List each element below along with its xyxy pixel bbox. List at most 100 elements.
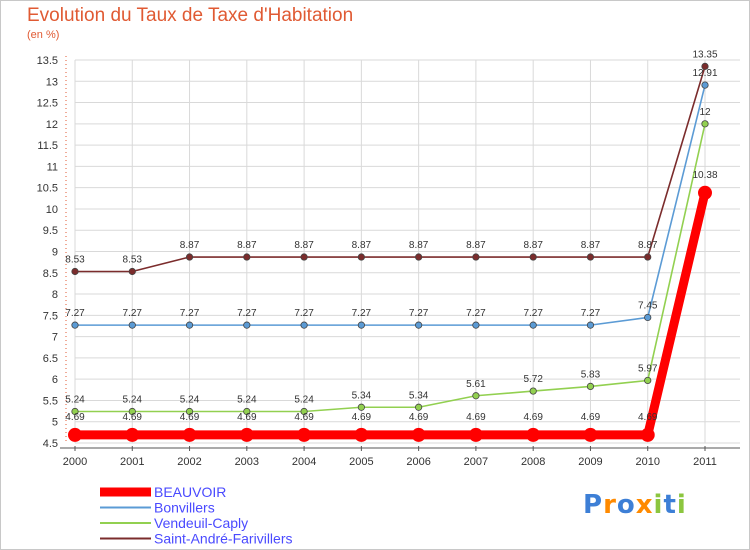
legend-entry: BEAUVOIR [154,484,226,500]
y-tick-label: 9.5 [43,225,58,237]
x-tick-label: 2010 [635,456,659,468]
data-point [701,120,709,128]
data-point [182,427,197,442]
data-point [586,321,595,329]
data-label: 5.24 [123,395,143,406]
data-point [415,321,423,329]
data-point [185,407,194,416]
axes: 4.5 5 5.5 6 6.5 7 7.5 8 8.5 9 9.5 10 10.5 11 11.5 12 12.… [37,55,740,468]
y-tick-label: 8 [52,289,58,301]
series-bonvillers [71,81,709,329]
data-point [185,253,194,261]
y-tick-label: 5.5 [43,395,58,407]
data-point [300,407,308,416]
data-point [411,427,426,442]
data-point [128,407,136,416]
y-tick-label: 6 [52,374,58,386]
data-label: 4.69 [523,412,543,423]
logo-letter: r [603,490,617,520]
data-point [644,376,652,385]
x-tick-label: 2003 [235,456,259,468]
data-point [68,427,82,442]
data-label: 8.53 [123,255,143,266]
data-point [128,321,136,329]
y-tick-label: 10.5 [37,183,58,195]
data-label: 7.27 [523,308,543,319]
data-point [239,427,254,442]
logo-letter: x [635,490,654,520]
x-tick-label: 2009 [578,456,602,468]
data-label: 5.34 [409,390,429,401]
x-tick-label: 2011 [693,456,717,468]
data-label: 7.27 [581,308,601,319]
x-tick-label: 2005 [349,456,373,468]
y-tick-label: 10 [46,204,58,216]
data-label: 4.69 [352,412,372,423]
data-label: 7.27 [294,308,314,319]
legend-entry: Bonvillers [154,500,215,516]
data-label: 13.35 [692,49,717,60]
data-point [300,321,308,329]
y-tick-label: 9 [52,247,58,259]
data-label: 12 [699,107,711,118]
data-point [300,253,308,261]
y-tick-label: 13 [46,76,58,88]
data-label: 7.27 [409,308,429,319]
y-tick-label: 11.5 [37,140,58,152]
y-tick-label: 7 [52,332,58,344]
data-point [644,313,652,322]
data-label: 7.27 [180,308,200,319]
data-label: 10.38 [692,170,717,181]
data-point [71,267,79,276]
legend-entry: Vendeuil-Caply [154,515,248,531]
grid [74,59,740,444]
data-point [472,321,480,329]
data-label: 8.87 [294,240,314,251]
data-point [586,382,595,391]
y-tick-label: 11 [47,161,58,173]
data-label: 8.87 [409,240,429,251]
logo-letter: P [583,490,604,520]
data-label: 7.27 [123,308,143,319]
data-point [644,253,652,261]
data-label: 7.27 [352,308,372,319]
data-point [71,321,79,329]
data-label: 5.24 [180,395,200,406]
data-label: 8.87 [466,240,486,251]
y-tick-label: 13.5 [37,55,58,67]
proxiti-logo: Proxiti [583,490,687,520]
data-label: 4.69 [237,412,257,423]
data-point [415,403,423,411]
series-saint-andr-farivillers [71,62,709,276]
data-point [415,253,423,261]
chart-title: Evolution du Taux de Taxe d'Habitation [27,5,354,26]
x-tick-label: 2000 [63,456,87,468]
data-label: 5.61 [466,379,486,390]
data-point [125,427,140,442]
series-beauvoir [68,185,712,442]
data-label: 8.53 [65,255,85,266]
data-label: 7.45 [638,300,658,311]
data-point [354,427,369,442]
data-label: 5.24 [294,395,314,406]
data-point [640,427,655,442]
data-point [128,267,136,276]
data-point [529,253,537,261]
data-point [185,321,194,329]
data-label: 4.69 [180,412,200,423]
y-tick-label: 5 [52,417,58,429]
data-point [357,253,365,261]
logo-letter: o [616,490,636,520]
logo-letter: t [663,490,677,520]
data-label: 5.72 [523,374,543,385]
logo-letter: i [676,490,687,520]
data-label: 4.69 [123,412,143,423]
series-line [75,123,706,413]
data-label: 4.69 [409,412,429,423]
data-label: 4.69 [65,412,85,423]
data-label: 5.24 [237,395,257,406]
data-point [701,62,709,70]
y-unit-label: (en %) [27,29,60,41]
data-point [357,321,365,329]
data-point [468,427,483,442]
